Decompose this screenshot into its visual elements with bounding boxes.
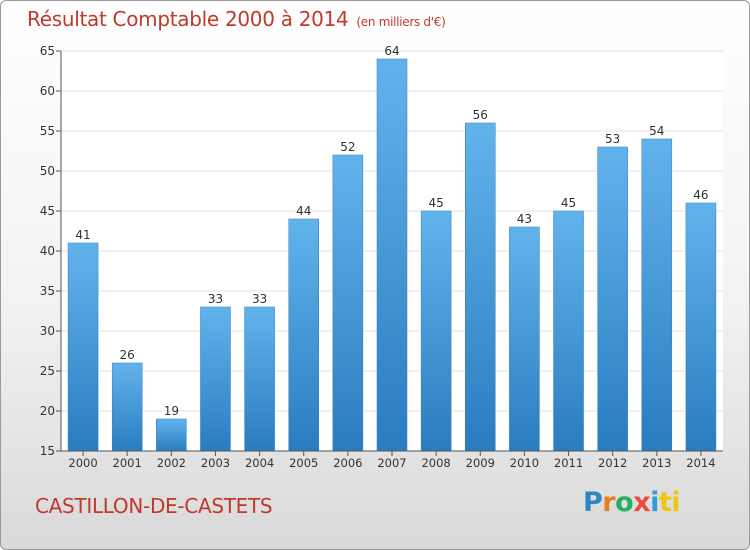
chart-title: Résultat Comptable 2000 à 2014 (en millie… [27, 7, 446, 31]
value-label: 64 [384, 44, 399, 58]
bar[interactable] [465, 122, 496, 452]
x-tick-label: 2014 [686, 456, 715, 470]
x-tick-label: 2008 [421, 456, 450, 470]
x-tick-label: 2007 [377, 456, 406, 470]
bar[interactable] [288, 218, 319, 452]
bar[interactable] [156, 418, 187, 452]
x-tick-label: 2003 [201, 456, 230, 470]
value-label: 33 [208, 292, 223, 306]
value-label: 26 [120, 348, 135, 362]
logo-letter: x [633, 487, 651, 518]
y-tick-label: 50 [40, 164, 55, 178]
y-tick-label: 55 [40, 124, 55, 138]
bar[interactable] [376, 58, 408, 452]
value-label: 19 [164, 404, 179, 418]
bar[interactable] [67, 242, 99, 452]
unit-label: (en milliers d'€) [356, 15, 446, 29]
value-label: 52 [340, 140, 355, 154]
logo-letter: P [583, 487, 603, 518]
bar[interactable] [332, 154, 364, 452]
y-tick-label: 65 [40, 44, 55, 58]
value-label: 54 [649, 124, 664, 138]
value-label: 45 [561, 196, 576, 210]
value-label: 41 [75, 228, 90, 242]
logo-letter: i [650, 487, 659, 518]
value-label: 53 [605, 132, 620, 146]
y-tick-label: 30 [40, 324, 55, 338]
x-tick-label: 2006 [333, 456, 362, 470]
y-tick-label: 35 [40, 284, 55, 298]
bar[interactable] [244, 306, 275, 452]
value-label: 33 [252, 292, 267, 306]
bar[interactable] [641, 138, 673, 452]
logo-letter: r [602, 487, 616, 518]
bar[interactable] [553, 210, 584, 452]
x-tick-label: 2004 [245, 456, 274, 470]
proxiti-logo[interactable]: Proxiti [583, 487, 681, 518]
bar[interactable] [420, 210, 452, 452]
x-tick-label: 2011 [554, 456, 583, 470]
logo-letter: o [615, 487, 634, 518]
bar[interactable] [200, 306, 231, 452]
y-tick-label: 15 [40, 444, 55, 458]
bar[interactable] [597, 146, 628, 452]
x-tick-label: 2002 [157, 456, 186, 470]
y-tick-label: 60 [40, 84, 55, 98]
logo-letter: ti [658, 487, 681, 518]
x-tick-label: 2012 [598, 456, 627, 470]
bar[interactable] [509, 226, 540, 452]
value-label: 43 [517, 212, 532, 226]
x-tick-label: 2005 [289, 456, 318, 470]
y-tick-label: 45 [40, 204, 55, 218]
value-label: 44 [296, 204, 311, 218]
y-tick-label: 20 [40, 404, 55, 418]
value-label: 56 [473, 108, 488, 122]
bar[interactable] [685, 202, 717, 452]
x-tick-label: 2013 [642, 456, 671, 470]
title-text: Résultat Comptable 2000 à 2014 [27, 7, 349, 31]
x-tick-label: 2000 [68, 456, 97, 470]
y-tick-label: 40 [40, 244, 55, 258]
value-label: 46 [693, 188, 708, 202]
town-name: CASTILLON-DE-CASTETS [35, 494, 273, 518]
value-label: 45 [428, 196, 443, 210]
x-tick-label: 2010 [510, 456, 539, 470]
x-tick-label: 2001 [113, 456, 142, 470]
bar[interactable] [111, 362, 143, 452]
x-tick-label: 2009 [466, 456, 495, 470]
y-tick-label: 25 [40, 364, 55, 378]
